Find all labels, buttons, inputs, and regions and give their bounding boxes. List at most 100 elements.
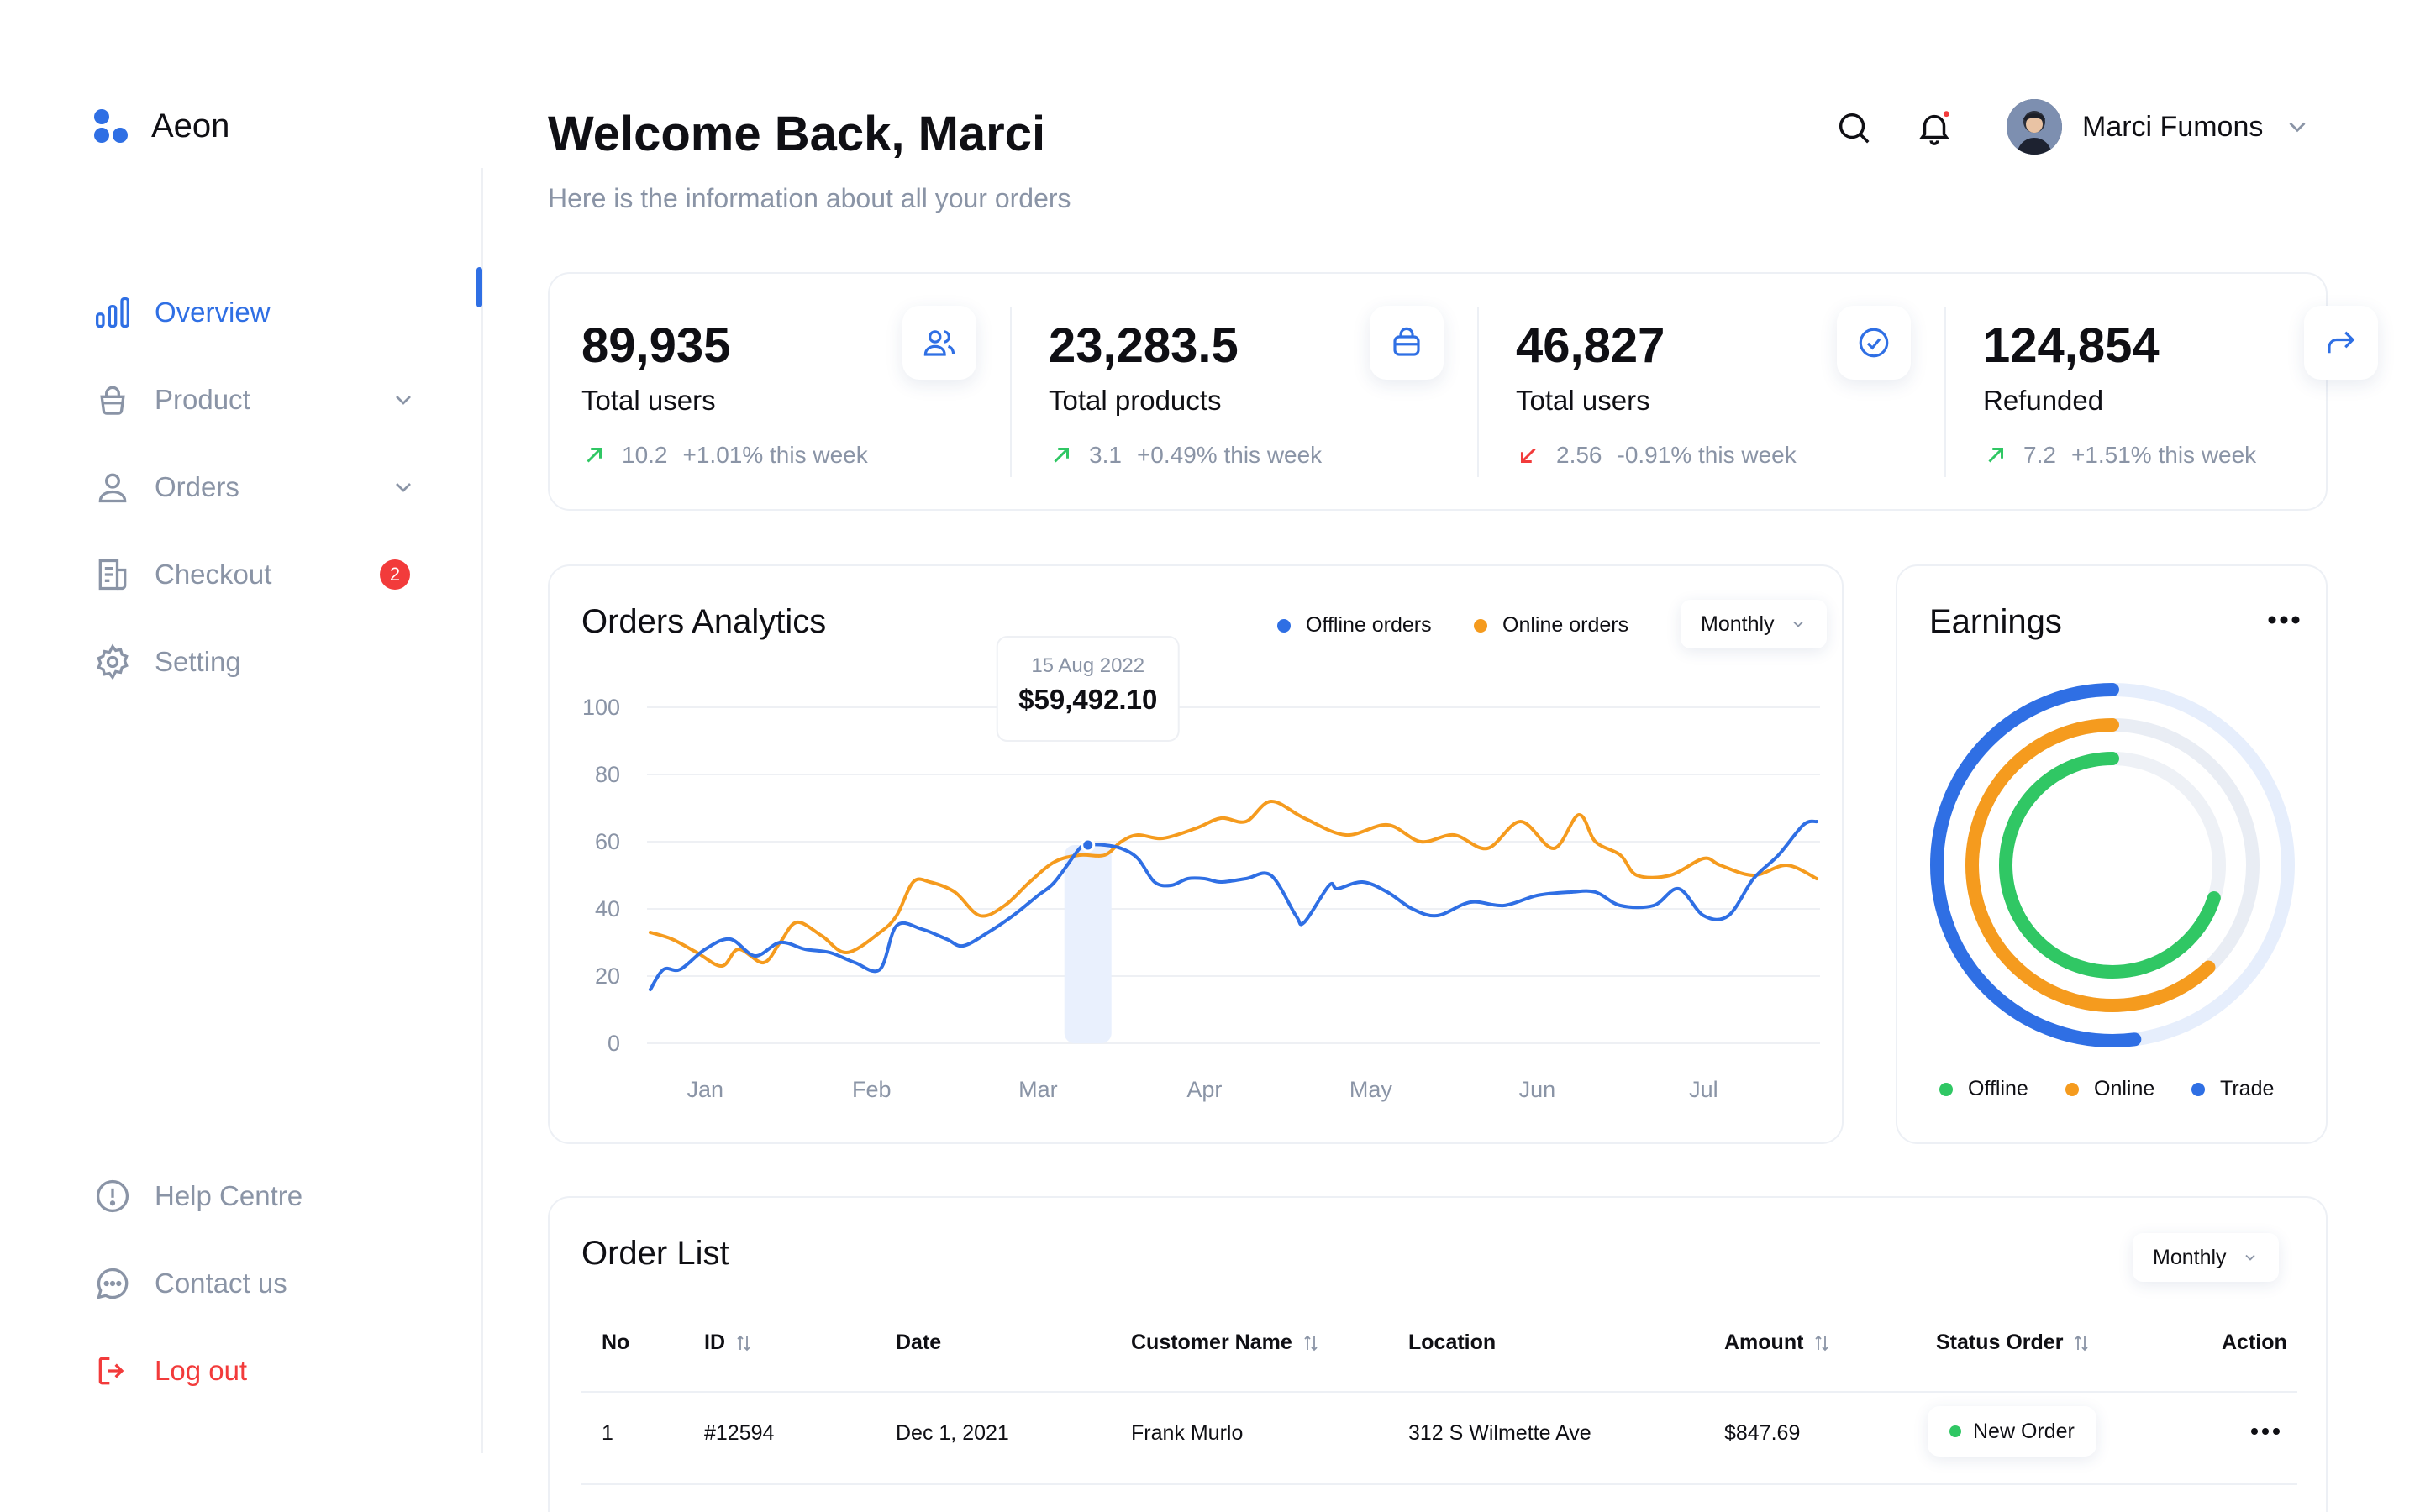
column-header-amount[interactable]: Amount — [1724, 1331, 1832, 1355]
column-label: No — [602, 1331, 630, 1354]
sidebar-item-help-centre[interactable]: Help Centre — [94, 1152, 430, 1240]
sidebar-item-contact-us[interactable]: Contact us — [94, 1240, 430, 1327]
chevron-down-icon — [2244, 1254, 2255, 1261]
stat-total-users: 89,935 Total users 10.2 +1.01% this week — [550, 274, 1010, 509]
notifications-button[interactable] — [1912, 106, 1956, 150]
x-tick-label: Feb — [852, 1077, 892, 1102]
sidebar-item-label: Overview — [155, 297, 271, 328]
sidebar-item-label: Log out — [155, 1355, 248, 1386]
column-label: Status Order — [1936, 1331, 2064, 1354]
sidebar-item-logout[interactable]: Log out — [94, 1327, 430, 1415]
stat-delta: 10.2 — [622, 442, 668, 468]
sidebar-item-label: Setting — [155, 646, 241, 677]
cell-amount: $847.69 — [1724, 1421, 1801, 1445]
y-tick-label: 100 — [582, 695, 620, 720]
search-icon — [1839, 113, 1870, 144]
app-logo[interactable]: Aeon — [94, 108, 229, 145]
column-label: Date — [896, 1331, 942, 1354]
sort-icon — [737, 1335, 750, 1351]
sidebar-item-label: Checkout — [155, 559, 272, 590]
row-action-button[interactable] — [2242, 1415, 2289, 1448]
active-indicator — [476, 267, 482, 307]
stat-label: Total products — [1049, 385, 1222, 416]
order-list-card: Order List Monthly No ID Date Customer N… — [548, 1196, 2328, 1512]
ring-arc-trade — [1930, 683, 2295, 1047]
chevron-down-icon — [2289, 122, 2306, 133]
stat-value: 89,935 — [581, 318, 731, 373]
cell-date: Dec 1, 2021 — [896, 1421, 1009, 1445]
legend-label: Offline — [1968, 1077, 2028, 1100]
ring-arc-offline — [1999, 752, 2226, 979]
stat-label: Total users — [1516, 385, 1650, 416]
sidebar-item-label: Contact us — [155, 1268, 287, 1299]
stat-label: Refunded — [1983, 385, 2104, 416]
stat-trend: 7.2 +1.51% this week — [1983, 442, 2256, 469]
stat-delta: 2.56 — [1556, 442, 1602, 468]
legend-label: Online orders — [1502, 613, 1629, 637]
y-tick-label: 20 — [595, 963, 620, 989]
stat-change: +0.49% this week — [1136, 442, 1323, 468]
sidebar-item-setting[interactable]: Setting — [94, 618, 430, 706]
sidebar-item-orders[interactable]: Orders — [94, 444, 430, 531]
column-header-action: Action — [2222, 1331, 2287, 1355]
chart-tooltip: 15 Aug 2022 $59,492.10 — [996, 636, 1180, 742]
sidebar-item-label: Product — [155, 384, 250, 415]
column-header-location[interactable]: Location — [1408, 1331, 1496, 1355]
row-divider — [581, 1483, 2297, 1485]
cell-id: #12594 — [704, 1421, 775, 1445]
column-header-no[interactable]: No — [602, 1331, 629, 1355]
legend-dot — [1939, 1082, 1953, 1096]
user-name: Marci Fumons — [2082, 110, 2264, 143]
chevron-down-icon[interactable] — [390, 386, 417, 420]
earnings-ring-chart — [1930, 683, 2295, 1047]
order-period-select[interactable]: Monthly — [2133, 1233, 2279, 1282]
column-header-status-order[interactable]: Status Order — [1936, 1331, 2091, 1355]
sidebar-item-overview[interactable]: Overview — [94, 269, 430, 356]
check-circle-icon — [1859, 328, 1889, 358]
more-dots-icon — [2268, 616, 2300, 624]
arrow-up-right-icon — [1054, 448, 1069, 463]
y-tick-label: 60 — [595, 829, 620, 854]
column-label: Location — [1408, 1331, 1497, 1354]
column-label: Amount — [1724, 1331, 1804, 1354]
logout-icon — [94, 1352, 131, 1389]
bar-chart-icon — [94, 294, 131, 331]
bell-icon — [1919, 111, 1949, 145]
stat-label: Total users — [581, 385, 716, 416]
legend-dot — [1474, 618, 1487, 633]
sidebar-item-checkout[interactable]: Checkout 2 — [94, 531, 430, 618]
y-tick-label: 80 — [595, 762, 620, 787]
earnings-more-button[interactable] — [2260, 603, 2307, 637]
sidebar-item-label: Help Centre — [155, 1180, 303, 1211]
stat-icon-box — [1370, 306, 1444, 380]
analytics-period-select[interactable]: Monthly — [1681, 600, 1827, 648]
sidebar-item-product[interactable]: Product — [94, 356, 430, 444]
sidebar-item-label: Orders — [155, 471, 239, 502]
stat-icon-box — [902, 306, 976, 380]
column-label: Action — [2222, 1331, 2287, 1354]
search-button[interactable] — [1832, 106, 1876, 150]
status-label: New Order — [1973, 1419, 2075, 1443]
hover-point[interactable] — [1081, 837, 1096, 853]
column-label: Customer Name — [1131, 1331, 1292, 1354]
arrow-up-right-icon — [1988, 448, 2003, 463]
x-tick-label: Mar — [1018, 1077, 1058, 1102]
user-menu[interactable]: Marci Fumons — [2007, 99, 2312, 155]
legend-online-orders: Online orders — [1474, 613, 1628, 638]
orders-line-chart: 0 20 40 60 80 100 Jan Feb Mar Apr May Jun Jul 15 Aug … — [582, 636, 1820, 1102]
stat-change: -0.91% this week — [1617, 442, 1797, 468]
column-header-id[interactable]: ID — [704, 1331, 754, 1355]
stat-divider — [1944, 307, 1946, 477]
x-tick-label: Jan — [687, 1077, 724, 1102]
legend-online: Online — [2065, 1077, 2154, 1101]
cell-no: 1 — [602, 1421, 613, 1445]
legend-offline: Offline — [1939, 1077, 2028, 1101]
tooltip-value: $59,492.10 — [1018, 684, 1157, 715]
column-header-date[interactable]: Date — [896, 1331, 941, 1355]
avatar — [2007, 99, 2062, 155]
legend-dot — [1277, 618, 1291, 633]
chevron-down-icon[interactable] — [390, 474, 417, 507]
column-header-customer-name[interactable]: Customer Name — [1131, 1331, 1321, 1355]
legend-offline-orders: Offline orders — [1277, 613, 1432, 638]
legend-label: Online — [2094, 1077, 2155, 1100]
